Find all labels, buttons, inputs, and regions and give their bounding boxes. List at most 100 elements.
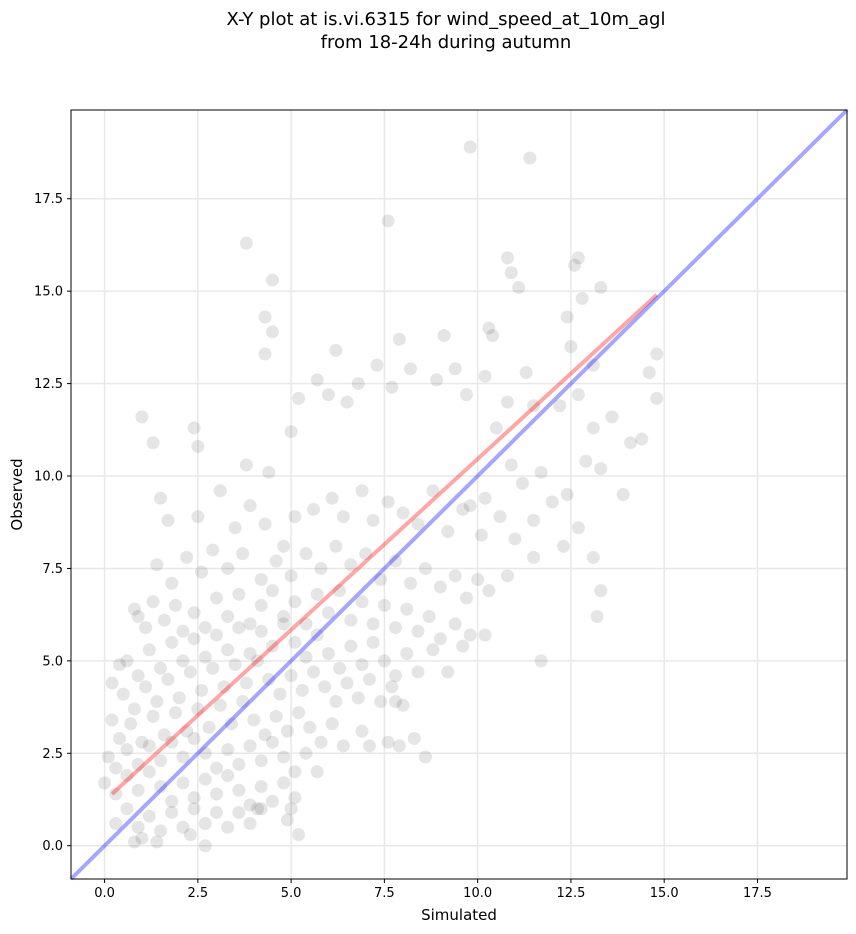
data-point bbox=[456, 639, 470, 653]
data-point bbox=[441, 665, 455, 679]
x-axis-label: Simulated bbox=[421, 906, 497, 924]
data-point bbox=[359, 547, 373, 561]
data-point bbox=[187, 632, 201, 646]
data-point bbox=[139, 680, 153, 694]
data-point bbox=[213, 484, 227, 498]
data-point bbox=[463, 140, 477, 154]
data-point bbox=[400, 646, 414, 660]
data-point bbox=[325, 491, 339, 505]
data-point bbox=[377, 598, 391, 612]
data-point bbox=[478, 369, 492, 383]
data-point bbox=[254, 754, 268, 768]
data-point bbox=[310, 373, 324, 387]
data-point bbox=[560, 310, 574, 324]
data-point bbox=[176, 750, 190, 764]
y-tick-label: 7.5 bbox=[42, 562, 63, 577]
data-point bbox=[109, 787, 123, 801]
data-point bbox=[292, 828, 306, 842]
data-point bbox=[109, 761, 123, 775]
data-point bbox=[355, 595, 369, 609]
data-point bbox=[247, 713, 261, 727]
data-point bbox=[329, 695, 343, 709]
data-point bbox=[299, 746, 313, 760]
data-point bbox=[198, 772, 212, 786]
chart-title-line-2: from 18-24h during autumn bbox=[320, 32, 572, 53]
data-point bbox=[396, 506, 410, 520]
data-point bbox=[489, 421, 503, 435]
data-point bbox=[512, 280, 526, 294]
data-point bbox=[210, 787, 223, 801]
data-point bbox=[280, 813, 294, 827]
data-point bbox=[321, 388, 335, 402]
data-point bbox=[333, 661, 347, 675]
data-point bbox=[534, 465, 548, 479]
data-point bbox=[198, 650, 212, 664]
data-point bbox=[183, 665, 197, 679]
data-point bbox=[344, 558, 358, 572]
data-point bbox=[303, 720, 317, 734]
data-point bbox=[508, 532, 522, 546]
data-point bbox=[113, 658, 126, 672]
data-point bbox=[135, 735, 149, 749]
data-point bbox=[355, 658, 369, 672]
data-point bbox=[590, 610, 604, 624]
data-point bbox=[273, 687, 287, 701]
data-point bbox=[142, 643, 156, 657]
data-point bbox=[168, 598, 182, 612]
data-point bbox=[482, 321, 496, 335]
data-point bbox=[258, 517, 272, 531]
data-point bbox=[183, 828, 197, 842]
data-point bbox=[239, 676, 253, 690]
data-point bbox=[135, 410, 149, 424]
data-point bbox=[295, 683, 309, 697]
data-point bbox=[254, 598, 268, 612]
data-point bbox=[437, 329, 451, 343]
data-point bbox=[389, 695, 403, 709]
grid bbox=[71, 110, 847, 879]
data-point bbox=[396, 698, 410, 712]
data-point bbox=[355, 484, 369, 498]
y-tick-label: 5.0 bbox=[42, 654, 63, 669]
data-point bbox=[258, 728, 272, 742]
data-point bbox=[336, 510, 350, 524]
data-point bbox=[228, 658, 242, 672]
data-point bbox=[180, 724, 194, 738]
data-point bbox=[288, 635, 302, 649]
data-point bbox=[650, 347, 664, 361]
data-point bbox=[389, 621, 403, 635]
data-point bbox=[553, 399, 567, 413]
data-point bbox=[221, 643, 235, 657]
data-point bbox=[616, 488, 630, 501]
data-point bbox=[154, 754, 168, 768]
data-point bbox=[594, 584, 608, 598]
data-point bbox=[389, 554, 403, 568]
data-point bbox=[321, 606, 335, 620]
data-point bbox=[433, 580, 447, 594]
data-point bbox=[157, 613, 171, 627]
data-point bbox=[568, 258, 582, 272]
data-point bbox=[105, 713, 119, 727]
data-point bbox=[471, 573, 485, 587]
data-point bbox=[191, 510, 205, 524]
x-tick-label: 2.5 bbox=[188, 886, 209, 901]
data-point bbox=[292, 391, 306, 405]
data-point bbox=[120, 743, 134, 757]
data-point bbox=[191, 439, 205, 453]
data-point bbox=[329, 343, 343, 357]
data-point bbox=[262, 672, 276, 686]
data-point bbox=[131, 757, 145, 771]
data-point bbox=[448, 569, 462, 583]
data-point bbox=[318, 680, 332, 694]
data-point bbox=[262, 465, 276, 479]
plot-area-frame bbox=[70, 109, 848, 880]
data-point bbox=[381, 214, 395, 228]
data-point bbox=[433, 632, 447, 646]
data-point bbox=[210, 805, 223, 819]
data-point bbox=[142, 739, 156, 753]
data-point bbox=[206, 543, 220, 557]
y-tick-label: 0.0 bbox=[42, 839, 63, 854]
data-point bbox=[362, 739, 376, 753]
data-point bbox=[195, 565, 209, 579]
data-point bbox=[400, 602, 414, 616]
data-point bbox=[284, 569, 298, 583]
